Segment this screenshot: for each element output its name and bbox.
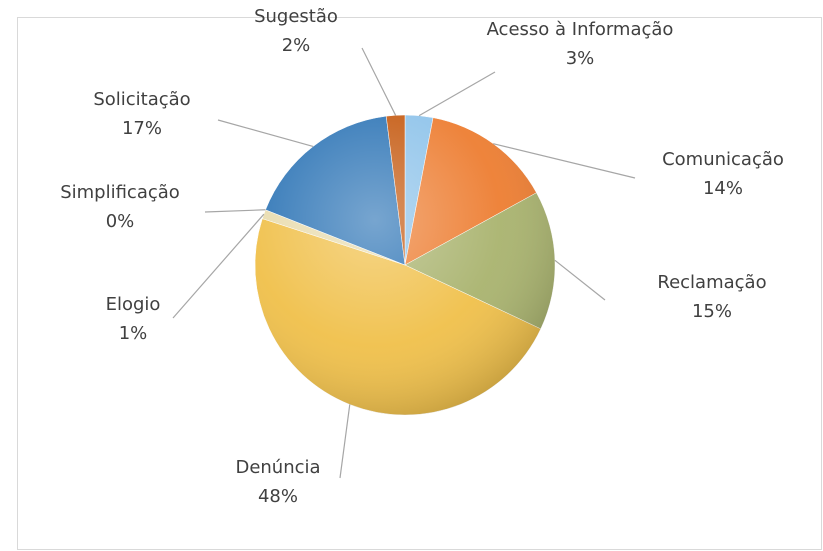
slice-label: Reclamação [657, 272, 766, 293]
leader-line [493, 143, 636, 179]
leader-line [361, 47, 397, 116]
slice-value-label: 0% [106, 211, 135, 232]
slice-label: Acesso à Informação [487, 19, 674, 40]
leader-line [204, 209, 266, 213]
slice-label: Denúncia [235, 457, 320, 478]
slice-value-label: 48% [258, 486, 298, 507]
slice-value-label: 14% [703, 178, 743, 199]
slice-value-label: 17% [122, 118, 162, 139]
slice-value-label: 3% [566, 48, 595, 69]
slice-label: Solicitação [93, 89, 190, 110]
leader-line [217, 119, 314, 148]
leader-line [418, 71, 496, 117]
leader-line [554, 259, 606, 301]
slice-label: Comunicação [662, 149, 784, 170]
leader-line [172, 213, 265, 319]
slice-label: Simplificação [60, 182, 180, 203]
pie [254, 114, 556, 416]
slice-label: Elogio [106, 294, 161, 315]
slice-label: Sugestão [254, 6, 338, 27]
leader-line [339, 404, 351, 479]
slice-value-label: 2% [282, 35, 311, 56]
slice-value-label: 15% [692, 301, 732, 322]
slice-value-label: 1% [119, 323, 148, 344]
